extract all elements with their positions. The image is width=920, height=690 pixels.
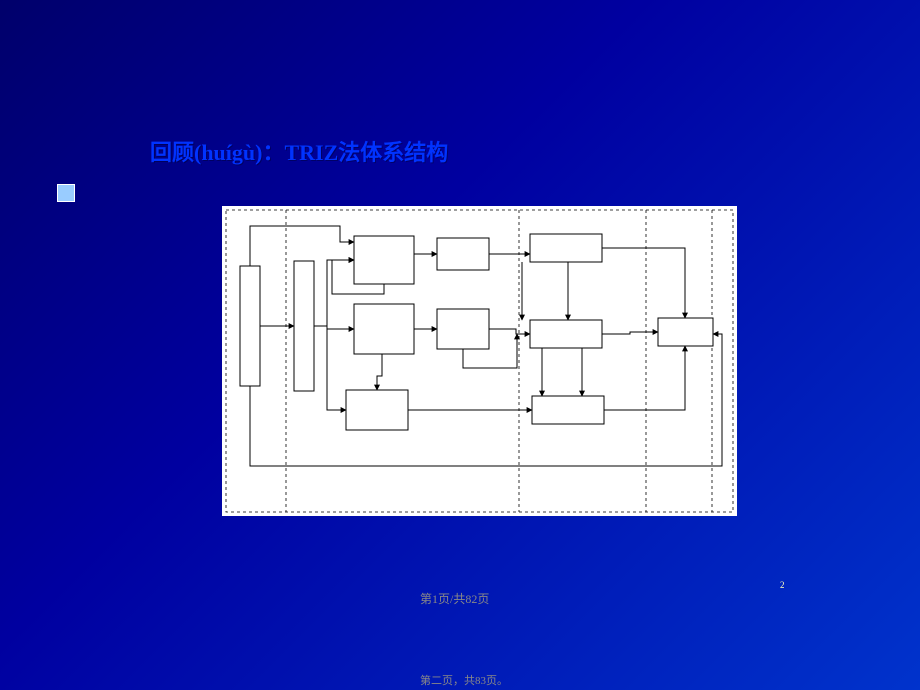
diagram-node	[532, 396, 604, 424]
diagram-node	[354, 304, 414, 354]
footer-pagination-1: 第1页/共82页	[420, 590, 489, 607]
page-number-right: 2	[780, 580, 785, 590]
diagram-node	[530, 234, 602, 262]
diagram-node	[354, 236, 414, 284]
diagram-node	[240, 266, 260, 386]
diagram-node	[437, 309, 489, 349]
diagram-node	[530, 320, 602, 348]
diagram-node	[346, 390, 408, 430]
diagram-node	[294, 261, 314, 391]
footer-pagination-2: 第二页，共83页。	[420, 672, 508, 688]
diagram-node	[437, 238, 489, 270]
triz-diagram	[222, 206, 737, 516]
diagram-node	[658, 318, 713, 346]
slide-title: 回顾(huígù)：TRIZ法体系结构	[150, 135, 448, 167]
bullet-square	[57, 184, 75, 202]
